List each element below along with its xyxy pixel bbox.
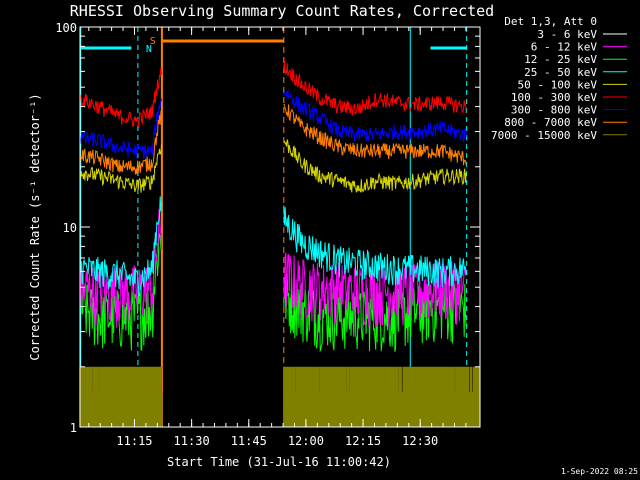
chart-title: RHESSI Observing Summary Count Rates, Co… <box>70 2 494 20</box>
x-tick-label: 11:15 <box>116 434 152 448</box>
timestamp: 1-Sep-2022 08:25 <box>561 467 638 476</box>
series-trace <box>283 205 467 288</box>
series-trace <box>79 196 163 298</box>
series-300-800-kev <box>79 90 467 159</box>
legend-label: 7000 - 15000 keV <box>491 129 597 142</box>
series-50-100-kev <box>79 139 467 194</box>
series-trace <box>79 143 163 193</box>
legend-label: 50 - 100 keV <box>518 78 598 91</box>
series-trace <box>79 110 162 175</box>
series-800-7000-kev <box>79 103 467 175</box>
series-trace <box>283 90 467 143</box>
legend-label: 300 - 800 keV <box>511 104 597 117</box>
y-tick-label: 10 <box>63 221 77 235</box>
series-trace <box>283 366 481 427</box>
axis-ticks: 11:15 11:30 11:45 12:00 12:15 12:30 1 10 100 <box>55 21 480 448</box>
night-flag-label: N <box>146 44 152 55</box>
legend-label: 100 - 300 keV <box>511 91 597 104</box>
series-trace <box>283 60 467 116</box>
x-tick-label: 12:00 <box>288 434 324 448</box>
x-tick-label: 12:30 <box>402 434 438 448</box>
x-tick-label: 11:30 <box>174 434 210 448</box>
legend-label: 6 - 12 keV <box>531 41 598 54</box>
legend-label: 12 - 25 keV <box>524 53 597 66</box>
series-trace <box>79 98 163 159</box>
legend-label: 25 - 50 keV <box>524 66 597 79</box>
saa-flag-label: S <box>150 36 156 47</box>
series-100-300-kev <box>79 60 467 129</box>
y-tick-label: 1 <box>70 421 77 435</box>
series-trace <box>283 273 467 353</box>
series-trace <box>79 366 163 427</box>
plot-data <box>79 60 481 427</box>
series-trace <box>283 139 467 194</box>
x-axis-label: Start Time (31-Jul-16 11:00:42) <box>167 455 391 469</box>
y-tick-label: 100 <box>55 21 77 35</box>
series-trace <box>283 103 467 166</box>
series-trace <box>79 68 163 129</box>
series-25-50-kev <box>79 196 467 298</box>
series-trace <box>79 209 163 328</box>
legend-label: 3 - 6 keV <box>537 28 597 41</box>
legend-label: 800 - 7000 keV <box>504 116 597 129</box>
x-tick-label: 12:15 <box>345 434 381 448</box>
series-7000-15000-kev <box>79 366 481 427</box>
x-tick-label: 11:45 <box>231 434 267 448</box>
series-6-12-kev <box>79 209 467 328</box>
legend-header: Det 1,3, Att 0 <box>504 15 597 28</box>
y-axis-label: Corrected Count Rate (s⁻¹ detector⁻¹) <box>28 93 42 360</box>
series-trace <box>283 252 467 328</box>
